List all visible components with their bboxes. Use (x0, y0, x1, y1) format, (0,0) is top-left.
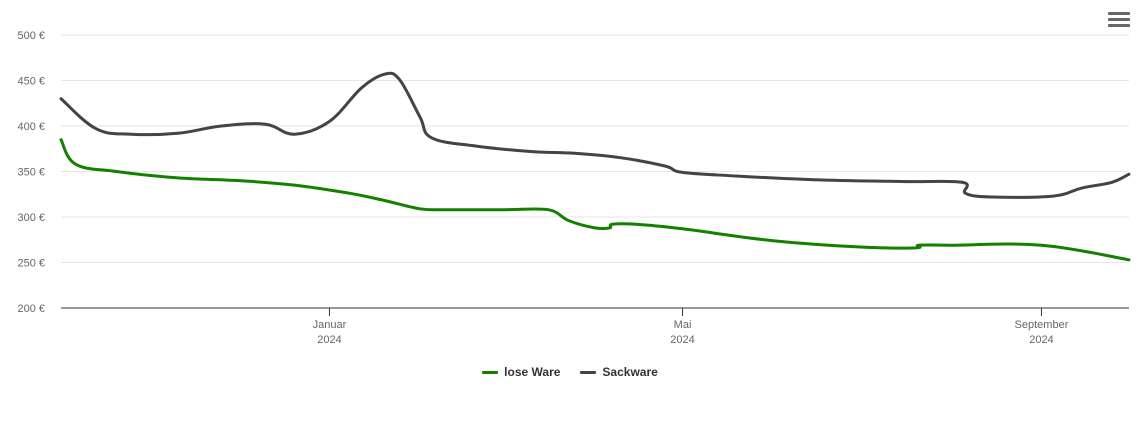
y-tick-label: 300 € (17, 212, 45, 224)
x-tick-label-year: 2024 (1029, 334, 1053, 346)
legend: lose Ware Sackware (0, 362, 1140, 382)
chart-menu-icon[interactable] (1108, 12, 1130, 32)
y-tick-label: 400 € (17, 121, 45, 133)
x-tick-label-month: September (1015, 319, 1069, 331)
x-tick-label-month: Mai (674, 319, 692, 331)
legend-item-lose-ware[interactable]: lose Ware (482, 365, 560, 379)
y-tick-label: 500 € (17, 30, 45, 42)
series-lines (59, 71, 1131, 262)
x-tick-label-year: 2024 (317, 334, 341, 346)
grid-lines (61, 34, 1129, 263)
series-line-sackware (59, 71, 1131, 199)
y-tick-label: 450 € (17, 76, 45, 88)
x-axis: Januar 2024 Mai 2024 September 2024 (61, 307, 1129, 346)
legend-swatch-lose-ware (482, 370, 499, 374)
legend-item-sackware[interactable]: Sackware (580, 365, 658, 379)
y-tick-label: 250 € (17, 258, 45, 270)
legend-label-lose-ware: lose Ware (504, 365, 561, 379)
y-tick-label: 350 € (17, 167, 45, 179)
y-tick-label: 200 € (17, 303, 45, 315)
legend-label-sackware: Sackware (602, 365, 658, 379)
y-axis: 200 € 250 € 300 € 350 € 400 € 450 € 500 € (17, 30, 45, 315)
x-tick-label-month: Januar (313, 319, 347, 331)
series-line-lose-ware (59, 138, 1131, 262)
legend-swatch-sackware (580, 370, 597, 374)
x-tick-label-year: 2024 (670, 334, 694, 346)
